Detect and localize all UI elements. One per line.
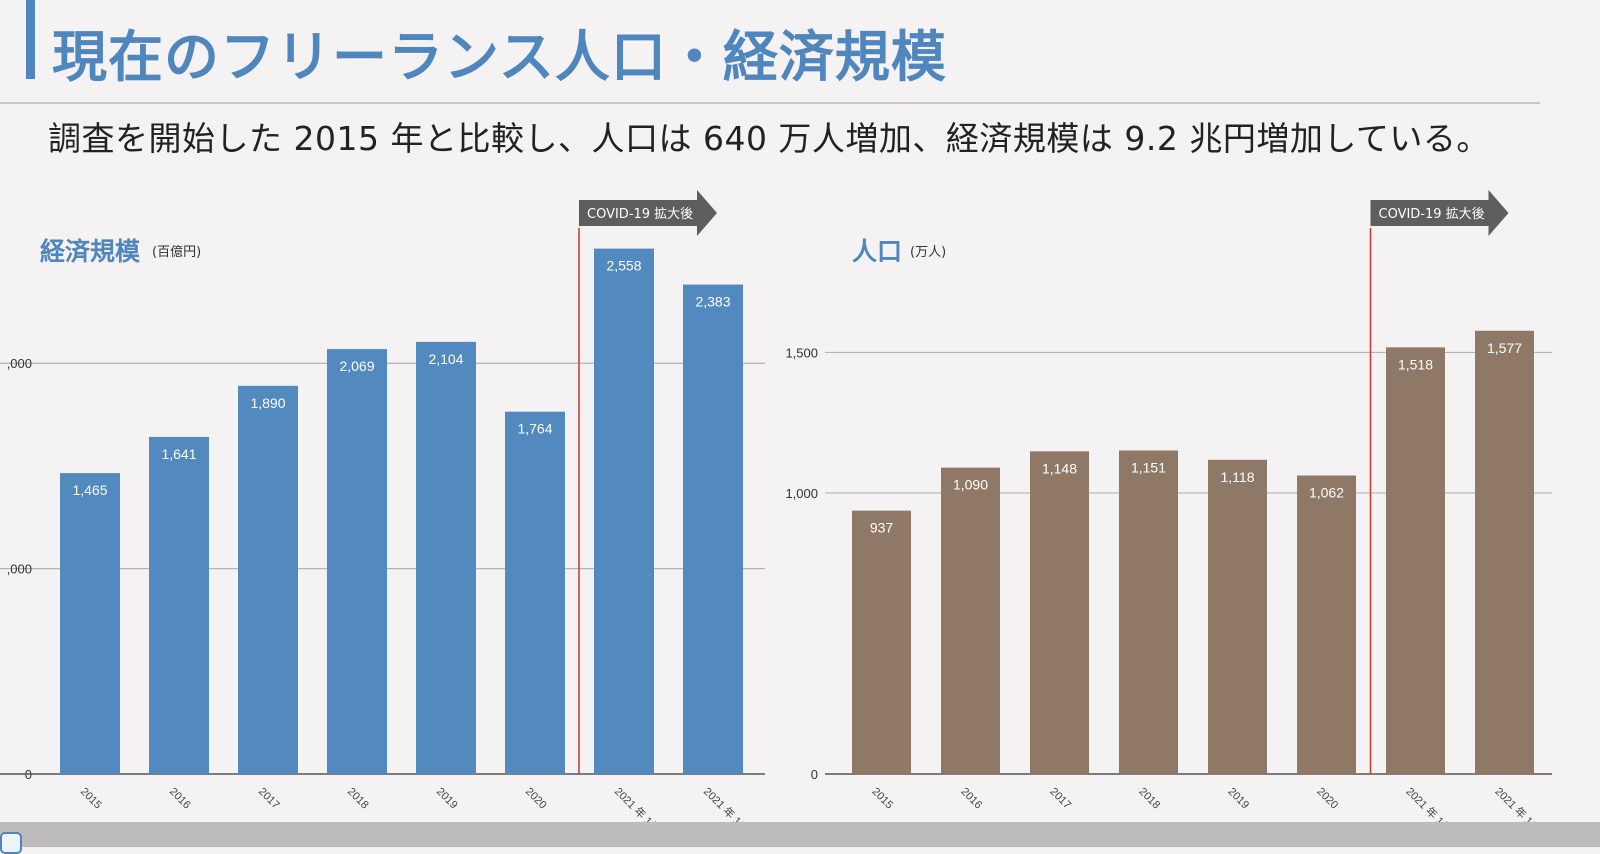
covid-annotation-label: COVID-19 拡大後 <box>1379 207 1485 222</box>
bar <box>60 473 120 774</box>
bar-value-label: 1,062 <box>1309 485 1344 501</box>
bar-value-label: 1,518 <box>1398 356 1433 372</box>
covid-arrow <box>1370 190 1509 236</box>
x-tick-label: 2016 <box>958 786 984 812</box>
bar-value-label: 1,118 <box>1221 469 1255 485</box>
y-tick-label: ,000 <box>7 356 32 371</box>
bar <box>594 248 654 774</box>
title-accent-bar <box>26 0 35 79</box>
chart-unit: (万人) <box>910 245 946 260</box>
bar <box>1297 475 1356 774</box>
bar <box>149 436 209 774</box>
x-tick-label: 2019 <box>434 786 460 812</box>
x-tick-label: 2021 年 1月 <box>612 784 663 822</box>
bar <box>416 341 476 774</box>
y-tick-label: 1,000 <box>785 486 818 501</box>
chart-title: 人口 <box>852 237 902 266</box>
bar-value-label: 2,558 <box>606 258 641 274</box>
bar-value-label: 1,465 <box>72 482 107 498</box>
x-tick-label: 2021 年 10月 <box>1492 784 1548 822</box>
y-tick-label: ,000 <box>7 562 32 577</box>
bar <box>505 411 565 774</box>
x-tick-label: 2019 <box>1225 786 1251 812</box>
bar <box>1030 451 1089 774</box>
covid-arrow <box>579 190 717 236</box>
bar-value-label: 2,069 <box>339 358 374 374</box>
x-tick-label: 2020 <box>523 786 549 812</box>
x-tick-label: 2015 <box>869 786 895 812</box>
bar-value-label: 1,890 <box>250 395 285 411</box>
charts-canvas: 0 ,000 ,000 1,465 2015 1,641 2016 1,890 2017 2,06… <box>0 190 1552 822</box>
page-subtitle: 調査を開始した 2015 年と比較し、人口は 640 万人増加、経済規模は 9.… <box>48 119 1490 158</box>
bar-value-label: 1,764 <box>517 421 552 437</box>
x-tick-label: 2020 <box>1314 786 1340 812</box>
bar-value-label: 1,641 <box>161 446 196 462</box>
bar <box>852 510 911 774</box>
page-title: 現在のフリーランス人口・経済規模 <box>52 25 947 89</box>
bar <box>1208 459 1267 774</box>
x-tick-label: 2016 <box>167 786 193 812</box>
bar-value-label: 2,104 <box>428 351 463 367</box>
x-tick-label: 2018 <box>345 786 371 812</box>
bar-value-label: 1,577 <box>1487 340 1522 356</box>
x-tick-label: 2017 <box>1047 786 1073 812</box>
app-corner-icon[interactable] <box>0 832 22 854</box>
bar-value-label: 1,151 <box>1131 460 1166 476</box>
chart-title: 経済規模 <box>40 237 141 266</box>
bar <box>1386 347 1445 774</box>
bottom-toolbar <box>0 822 1600 847</box>
bar-value-label: 1,148 <box>1042 460 1077 476</box>
x-tick-label: 2015 <box>78 786 104 812</box>
x-tick-label: 2021 年 1月 <box>1403 784 1454 822</box>
y-tick-label: 0 <box>811 767 818 782</box>
bar-value-label: 1,090 <box>953 477 988 493</box>
bar <box>941 467 1000 774</box>
title-divider <box>0 102 1540 104</box>
bar <box>327 349 387 774</box>
bar <box>1475 330 1534 774</box>
x-tick-label: 2021 年 10月 <box>701 784 757 822</box>
bar <box>238 385 298 774</box>
x-tick-label: 2018 <box>1136 786 1162 812</box>
covid-annotation-label: COVID-19 拡大後 <box>587 207 693 222</box>
chart-unit: (百億円) <box>152 244 201 260</box>
bar <box>683 284 743 774</box>
bar <box>1119 450 1178 774</box>
bar-value-label: 2,383 <box>695 294 730 310</box>
x-tick-label: 2017 <box>256 786 282 812</box>
y-tick-label: 1,500 <box>785 345 818 360</box>
bar-value-label: 937 <box>870 520 894 536</box>
